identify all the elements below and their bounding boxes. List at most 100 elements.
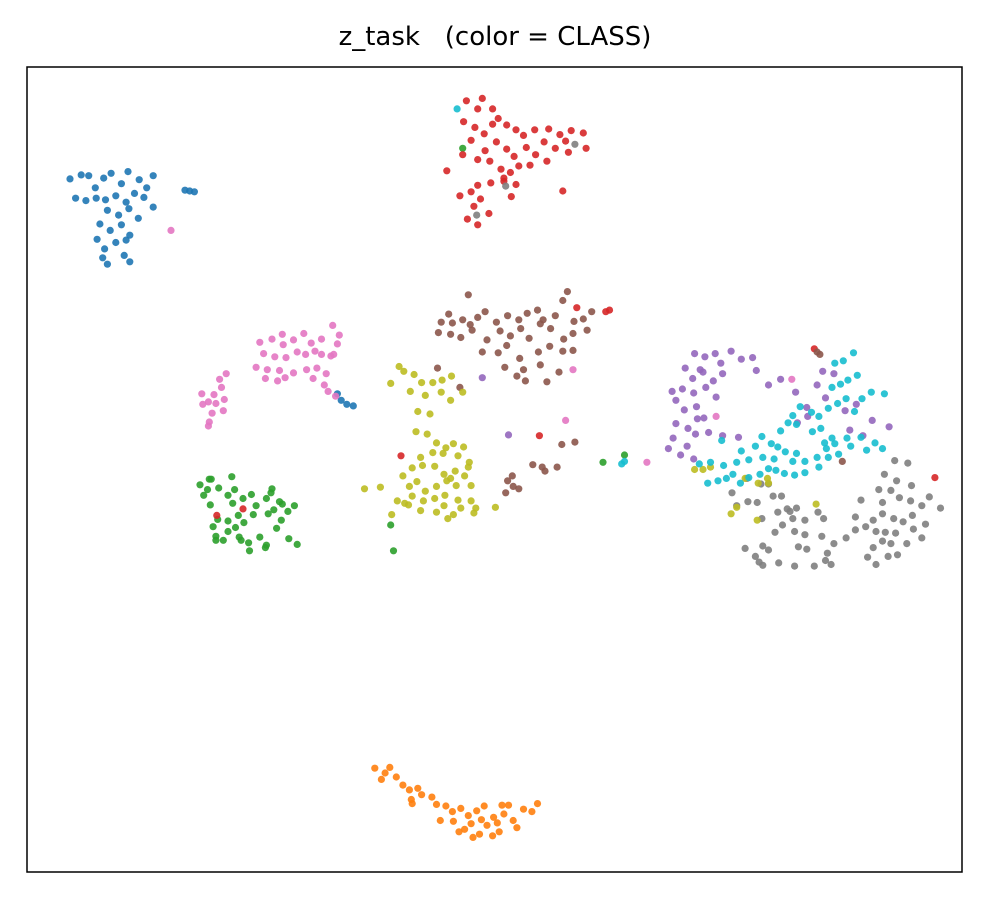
scatter-point-s3-10 bbox=[512, 126, 520, 134]
scatter-point-s7-41 bbox=[818, 532, 826, 540]
scatter-point-s6-30 bbox=[324, 387, 332, 395]
scatter-point-s6-1 bbox=[278, 330, 286, 338]
scatter-point-s2-44 bbox=[275, 498, 284, 506]
scatter-point-s0-2 bbox=[85, 172, 93, 180]
scatter-point-s4-10 bbox=[709, 377, 717, 385]
scatter-point-s6-28 bbox=[309, 374, 317, 383]
scatter-point-s8-15 bbox=[432, 439, 441, 447]
scatter-point-s1-29 bbox=[489, 832, 497, 840]
scatter-point-s0-29 bbox=[101, 245, 109, 253]
scatter-point-s4-38 bbox=[830, 370, 838, 378]
scatter-point-s9-28 bbox=[756, 470, 764, 478]
scatter-point-s2-10 bbox=[247, 490, 255, 499]
scatter-point-s1-13 bbox=[457, 804, 465, 813]
scatter-point-s6-45 bbox=[256, 338, 264, 346]
scatter-point-s8-17 bbox=[449, 440, 457, 448]
scatter-point-s5-64 bbox=[433, 364, 442, 372]
scatter-point-s2-23 bbox=[224, 517, 232, 525]
scatter-point-s1-25 bbox=[519, 805, 528, 813]
scatter-point-s1-16 bbox=[477, 816, 485, 824]
scatter-point-s5-11 bbox=[523, 309, 531, 317]
scatter-point-s3-52 bbox=[573, 304, 581, 312]
scatter-point-s6-17 bbox=[330, 350, 338, 358]
scatter-point-s4-44 bbox=[868, 416, 876, 424]
scatter-point-s5-0 bbox=[464, 291, 472, 299]
scatter-point-s5-49 bbox=[558, 440, 566, 449]
scatter-point-s6-48 bbox=[788, 375, 796, 383]
scatter-point-s6-19 bbox=[263, 366, 271, 374]
scatter-point-s5-15 bbox=[559, 296, 567, 305]
scatter-point-s2-1 bbox=[203, 486, 212, 494]
scatter-point-s8-69 bbox=[754, 479, 762, 487]
scatter-point-s6-33 bbox=[216, 375, 224, 383]
scatter-point-s9-68 bbox=[618, 460, 626, 468]
scatter-point-s2-11 bbox=[252, 502, 260, 510]
scatter-point-s0-4 bbox=[100, 174, 108, 182]
scatter-point-s1-18 bbox=[461, 825, 469, 833]
scatter-point-s2-20 bbox=[249, 510, 257, 519]
scatter-point-s0-21 bbox=[115, 211, 123, 219]
scatter-point-s1-37 bbox=[436, 816, 444, 825]
scatter-point-s6-29 bbox=[320, 381, 328, 389]
scatter-point-s2-4 bbox=[200, 491, 208, 499]
scatter-point-s2-25 bbox=[209, 523, 217, 531]
scatter-point-s4-3 bbox=[717, 359, 725, 367]
scatter-point-s9-50 bbox=[828, 383, 836, 391]
scatter-point-s1-11 bbox=[442, 802, 450, 810]
scatter-point-s4-7 bbox=[681, 364, 689, 372]
scatter-point-s9-19 bbox=[847, 442, 855, 450]
scatter-point-s4-25 bbox=[664, 445, 673, 453]
scatter-point-s5-36 bbox=[503, 341, 511, 350]
scatter-point-s3-1 bbox=[478, 94, 486, 102]
scatter-point-s8-11 bbox=[414, 407, 422, 416]
scatter-point-s7-68 bbox=[741, 544, 749, 553]
scatter-point-s5-10 bbox=[515, 316, 523, 324]
scatter-point-s1-36 bbox=[449, 817, 457, 825]
scatter-point-s0-27 bbox=[126, 231, 134, 239]
scatter-point-s9-65 bbox=[737, 447, 745, 455]
scatter-point-s9-11 bbox=[813, 453, 821, 461]
scatter-point-s0-41 bbox=[343, 400, 351, 408]
scatter-point-s7-14 bbox=[908, 511, 917, 519]
scatter-point-s7-76 bbox=[823, 549, 832, 557]
scatter-point-s7-38 bbox=[851, 526, 860, 534]
scatter-point-s8-16 bbox=[442, 444, 450, 452]
scatter-point-s5-27 bbox=[517, 325, 525, 333]
scatter-point-s3-43 bbox=[476, 195, 485, 203]
plot-frame bbox=[26, 66, 963, 873]
scatter-point-s7-3 bbox=[891, 457, 899, 465]
scatter-point-s8-42 bbox=[454, 496, 462, 504]
scatter-point-s8-66 bbox=[812, 500, 820, 508]
scatter-point-s3-33 bbox=[526, 161, 534, 169]
scatter-point-s8-33 bbox=[413, 478, 421, 486]
scatter-point-s1-12 bbox=[448, 808, 456, 816]
scatter-point-s7-20 bbox=[872, 527, 880, 536]
scatter-point-s6-42 bbox=[199, 400, 207, 408]
scatter-point-s8-26 bbox=[431, 462, 439, 470]
scatter-point-s7-17 bbox=[869, 516, 877, 524]
scatter-point-s2-18 bbox=[277, 516, 285, 524]
scatter-point-s8-14 bbox=[423, 430, 431, 438]
scatter-point-s3-28 bbox=[459, 151, 467, 159]
scatter-point-s3-2 bbox=[474, 105, 482, 113]
scatter-point-s1-24 bbox=[513, 824, 521, 832]
scatter-point-s5-62 bbox=[838, 457, 846, 465]
scatter-point-s0-1 bbox=[77, 171, 85, 179]
scatter-point-s0-28 bbox=[93, 235, 101, 243]
scatter-point-s2-16 bbox=[284, 507, 292, 515]
scatter-point-s7-16 bbox=[878, 510, 887, 518]
scatter-point-s6-40 bbox=[204, 398, 212, 406]
scatter-point-s6-27 bbox=[281, 374, 289, 382]
scatter-point-s9-34 bbox=[704, 479, 712, 487]
scatter-point-s0-8 bbox=[135, 176, 143, 184]
scatter-point-s5-3 bbox=[448, 319, 456, 327]
scatter-point-s5-57 bbox=[515, 485, 523, 493]
scatter-point-s7-24 bbox=[909, 525, 918, 533]
scatter-point-s7-39 bbox=[842, 534, 850, 542]
scatter-point-s7-4 bbox=[904, 459, 912, 467]
scatter-point-s8-58 bbox=[444, 515, 452, 523]
scatter-point-s4-35 bbox=[803, 403, 811, 412]
scatter-point-s3-27 bbox=[467, 136, 475, 144]
scatter-point-s9-46 bbox=[850, 407, 859, 416]
scatter-point-s7-33 bbox=[893, 551, 902, 559]
